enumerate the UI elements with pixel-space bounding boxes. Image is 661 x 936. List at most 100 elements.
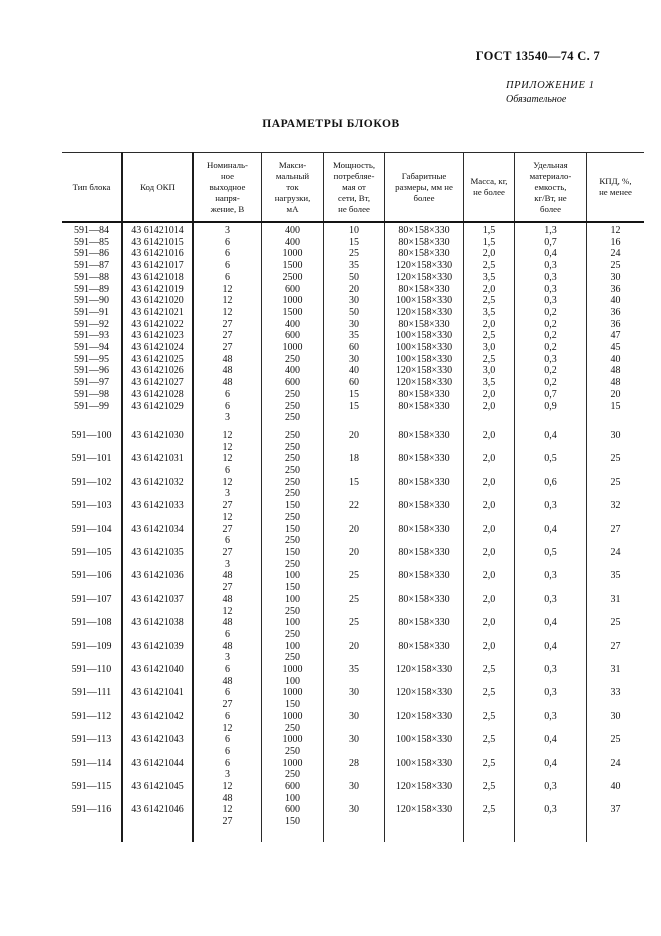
cell-current: 250 250 [261,476,324,501]
cell-current-line: 250 [285,652,300,664]
cell-type: 591—106 [62,570,123,594]
cell-mass: 1,5 [463,222,515,237]
cell-kpd: 40 [610,353,621,365]
cell-power: 30 [323,734,385,758]
cell-kpd: 27 [610,640,621,652]
cell-voltage-line: 6 [225,535,230,547]
cell-current-line: 250 [285,453,300,465]
cell-voltage: 48 [193,365,262,378]
cell-material: 0,2 [514,318,587,331]
cell-dims: 80×158×330 [384,453,464,477]
cell-voltage: 48 3 [193,640,262,665]
cell-mass: 3,0 [463,342,515,354]
cell-mass: 2,0 [463,400,515,424]
cell-type: 591—101 [62,453,123,477]
cell-power: 20 [323,523,385,547]
cell-mass: 2,5 [463,260,515,272]
cell-current: 1000 250 [261,757,324,782]
cell-current-line: 250 [285,558,300,570]
cell-power: 28 [323,757,385,782]
cell-current-line: 250 [285,465,300,477]
cell-voltage-line: 12 [222,511,233,523]
cell-material: 0,4 [514,523,587,547]
cell-voltage: 48 [193,353,262,366]
cell-dims: 120×158×330 [384,271,464,284]
table-row: 591—103 43 61421033 27 12 150 250 22 80×158×330… [62,500,644,524]
table-row: 591—99 43 61421029 6 3 250 250 15 80×158×330 2,0… [62,400,644,424]
cell-material: 0,3 [514,710,587,735]
cell-voltage: 48 27 [193,570,262,594]
cell-voltage-line: 27 [222,546,233,558]
cell-okp: 43 61421021 [122,306,194,319]
cell-voltage: 12 27 [193,804,262,842]
cell-voltage-line: 6 [225,710,230,722]
cell-voltage-line: 6 [225,757,230,769]
cell-power: 25 [323,593,385,618]
cell-type: 591—113 [62,734,123,758]
cell-okp: 43 61421023 [122,330,194,343]
cell-power: 22 [323,500,385,524]
cell-voltage-line: 48 [222,593,233,605]
cell-voltage-line: 6 [225,400,230,412]
table-row: 591—113 43 61421043 6 6 1000 250 30 100×158×330… [62,734,644,758]
cell-voltage-line: 27 [222,330,233,342]
cell-current-line: 1000 [282,295,303,307]
cell-current: 100 250 [261,593,324,618]
cell-dims: 80×158×330 [384,617,464,641]
cell-current: 1500 [261,260,324,272]
cell-dims: 80×158×330 [384,523,464,547]
cell-type: 591—111 [62,687,123,711]
cell-current: 1000 250 [261,734,324,758]
cell-voltage-line: 6 [225,628,230,640]
col-header-current-label: Макси- мальный ток нагрузки, мА [274,159,311,214]
cell-voltage-line: 48 [222,617,233,629]
cell-current: 600 100 [261,781,324,805]
cell-material: 0,3 [514,283,587,296]
cell-okp: 43 61421039 [122,640,194,665]
cell-material: 0,7 [514,388,587,401]
cell-power: 35 [323,260,385,272]
cell-type: 591—105 [62,546,123,571]
cell-kpd: 33 [610,687,621,699]
cell-voltage-line: 12 [222,453,233,465]
cell-current: 1000 [261,248,324,261]
col-header-dimensions-label: Габаритные размеры, мм не более [395,170,453,203]
cell-mass: 2,0 [463,318,515,331]
cell-material: 0,2 [514,377,587,389]
cell-mass: 2,5 [463,664,515,688]
cell-mass: 2,5 [463,687,515,711]
cell-voltage-line: 3 [225,488,230,500]
cell-okp: 43 61421026 [122,365,194,378]
col-header-voltage-label: Номиналь- ное выходное напря- жение, В [207,159,248,214]
cell-current-line: 1000 [282,687,303,699]
cell-dims: 120×158×330 [384,306,464,319]
cell-dims: 120×158×330 [384,804,464,842]
cell-power: 50 [323,306,385,319]
table-row: 591—97 43 61421027 48 600 60 120×158×330 3,5 0,… [62,377,644,389]
cell-kpd: 48 [610,365,621,377]
cell-power: 25 [323,570,385,594]
cell-voltage-line: 48 [222,792,233,804]
cell-okp: 43 61421036 [122,570,194,594]
col-header-dimensions: Габаритные размеры, мм не более [384,152,464,223]
cell-kpd: 24 [610,248,621,260]
cell-voltage: 27 3 [193,546,262,571]
cell-current-line: 250 [285,488,300,500]
cell-mass: 2,5 [463,734,515,758]
cell-power: 20 [323,640,385,665]
cell-okp: 43 61421046 [122,804,194,842]
cell-current-line: 600 [285,781,300,793]
cell-power: 60 [323,342,385,354]
cell-material: 0,9 [514,400,587,424]
table-row: 591—92 43 61421022 27 400 30 80×158×330 2,0 0,2… [62,318,644,331]
cell-current-line: 400 [285,365,300,377]
cell-power: 20 [323,283,385,296]
cell-mass: 2,0 [463,453,515,477]
cell-current: 1000 [261,295,324,307]
cell-mass: 2,5 [463,781,515,805]
cell-dims: 80×158×330 [384,236,464,249]
col-header-current: Макси- мальный ток нагрузки, мА [261,152,324,223]
cell-current-line: 2500 [282,271,303,283]
table-row: 591—107 43 61421037 48 12 100 250 25 80×158×330… [62,593,644,618]
cell-power: 30 [323,781,385,805]
